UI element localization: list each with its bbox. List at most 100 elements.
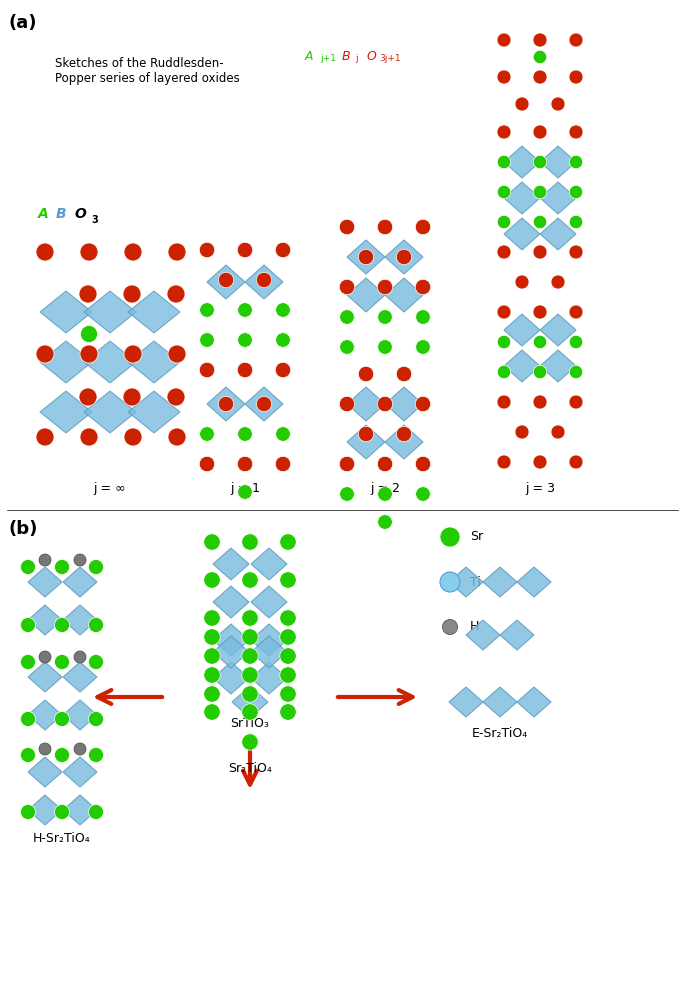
Circle shape	[279, 648, 296, 665]
Circle shape	[55, 617, 69, 633]
Polygon shape	[28, 662, 62, 692]
Polygon shape	[28, 757, 62, 787]
Polygon shape	[63, 795, 97, 825]
Polygon shape	[504, 182, 540, 214]
Polygon shape	[213, 662, 249, 694]
Circle shape	[377, 487, 393, 501]
Circle shape	[377, 219, 393, 235]
Circle shape	[199, 456, 214, 472]
Circle shape	[80, 428, 98, 446]
Circle shape	[416, 487, 430, 501]
Polygon shape	[251, 548, 287, 580]
Circle shape	[55, 805, 69, 819]
Polygon shape	[213, 624, 249, 656]
Polygon shape	[540, 146, 576, 178]
Circle shape	[39, 554, 51, 566]
Circle shape	[533, 125, 547, 139]
Circle shape	[81, 325, 97, 342]
Circle shape	[534, 156, 547, 169]
Text: Sketches of the Ruddlesden-
Popper series of layered oxides: Sketches of the Ruddlesden- Popper serie…	[55, 57, 240, 85]
Circle shape	[242, 703, 258, 720]
Circle shape	[497, 125, 511, 139]
Circle shape	[204, 667, 220, 683]
Polygon shape	[385, 240, 423, 274]
Circle shape	[21, 617, 36, 633]
Text: E-Sr₂TiO₄: E-Sr₂TiO₄	[472, 727, 528, 740]
Circle shape	[569, 365, 583, 379]
Polygon shape	[207, 265, 245, 299]
Circle shape	[238, 427, 252, 441]
Polygon shape	[385, 278, 423, 312]
Polygon shape	[28, 605, 62, 635]
Text: j: j	[355, 54, 358, 63]
Circle shape	[88, 617, 103, 633]
Circle shape	[339, 280, 355, 295]
Circle shape	[55, 748, 69, 763]
Circle shape	[533, 305, 547, 319]
Circle shape	[204, 703, 220, 720]
Polygon shape	[449, 567, 483, 597]
Polygon shape	[63, 700, 97, 730]
Circle shape	[497, 215, 511, 229]
Circle shape	[279, 629, 296, 645]
Circle shape	[533, 33, 547, 47]
Text: (a): (a)	[8, 14, 36, 32]
Circle shape	[88, 805, 103, 819]
Circle shape	[377, 280, 393, 295]
Circle shape	[275, 242, 290, 258]
Circle shape	[168, 428, 186, 446]
Circle shape	[55, 559, 69, 574]
Circle shape	[377, 456, 393, 472]
Circle shape	[199, 362, 214, 378]
Circle shape	[377, 339, 393, 354]
Text: j = 2: j = 2	[370, 482, 400, 495]
Circle shape	[358, 366, 374, 382]
Polygon shape	[504, 314, 540, 346]
Text: B: B	[342, 50, 351, 63]
Circle shape	[242, 629, 258, 645]
Circle shape	[200, 427, 214, 441]
Circle shape	[339, 219, 355, 235]
Circle shape	[199, 242, 214, 258]
Polygon shape	[40, 341, 92, 383]
Circle shape	[497, 365, 511, 379]
Circle shape	[242, 571, 258, 588]
Circle shape	[204, 629, 220, 645]
Circle shape	[377, 310, 393, 324]
Circle shape	[534, 51, 547, 63]
Polygon shape	[63, 567, 97, 597]
Polygon shape	[84, 291, 136, 333]
Circle shape	[242, 534, 258, 551]
Text: Sr: Sr	[470, 531, 483, 544]
Circle shape	[88, 711, 103, 726]
Circle shape	[237, 362, 253, 378]
Polygon shape	[385, 425, 423, 459]
Circle shape	[515, 97, 529, 111]
Circle shape	[167, 388, 185, 406]
Circle shape	[80, 345, 98, 363]
Circle shape	[79, 285, 97, 303]
Polygon shape	[40, 291, 92, 333]
Circle shape	[551, 425, 565, 439]
Polygon shape	[207, 387, 245, 421]
Text: j = ∞: j = ∞	[94, 482, 126, 495]
Polygon shape	[347, 425, 385, 459]
Text: O: O	[366, 50, 376, 63]
Circle shape	[124, 243, 142, 261]
Text: 3j+1: 3j+1	[379, 54, 401, 63]
Text: j = 3: j = 3	[525, 482, 555, 495]
Circle shape	[279, 685, 296, 702]
Circle shape	[497, 70, 511, 84]
Circle shape	[256, 272, 272, 288]
Polygon shape	[28, 795, 62, 825]
Text: SrTiO₃: SrTiO₃	[231, 717, 269, 730]
Circle shape	[256, 396, 272, 412]
Circle shape	[36, 243, 54, 261]
Circle shape	[569, 156, 583, 169]
Polygon shape	[483, 687, 517, 717]
Circle shape	[534, 186, 547, 198]
Polygon shape	[347, 240, 385, 274]
Circle shape	[200, 332, 214, 347]
Circle shape	[415, 396, 431, 412]
Polygon shape	[540, 350, 576, 382]
